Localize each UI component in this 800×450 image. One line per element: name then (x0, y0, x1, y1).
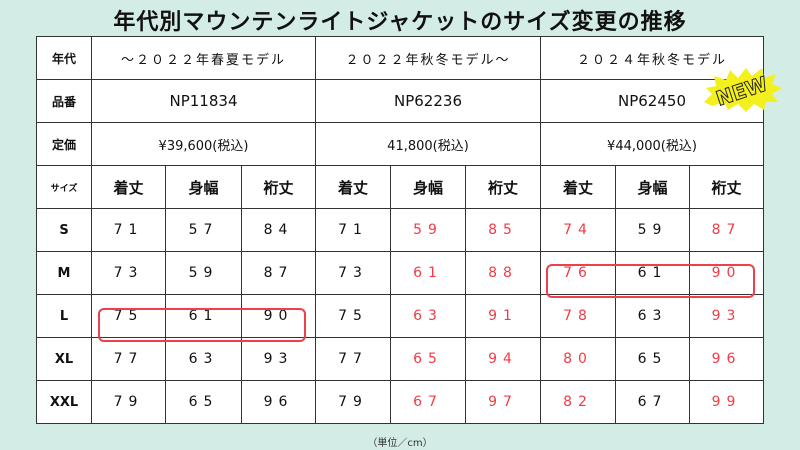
value-cell: 99 (689, 380, 764, 424)
price-1: ¥39,600(税込) (91, 122, 316, 166)
value-cell: 59 (390, 208, 466, 252)
value-cell: 63 (615, 294, 690, 338)
value-cell: 87 (241, 251, 316, 295)
value-cell: 65 (165, 380, 242, 424)
size-cell: L (36, 294, 92, 338)
era-row: 年代 ～２０２２年春夏モデル ２０２２年秋冬モデル～ ２０２４年秋冬モデル (36, 36, 764, 80)
value-cell: 75 (315, 294, 391, 338)
value-cell: 61 (390, 251, 466, 295)
value-cell: 93 (689, 294, 764, 338)
value-cell: 88 (465, 251, 541, 295)
header-length: 着丈 (315, 165, 391, 209)
value-cell: 93 (241, 337, 316, 381)
price-2: 41,800(税込) (315, 122, 541, 166)
value-cell: 80 (540, 337, 616, 381)
value-cell: 76 (540, 251, 616, 295)
table-row: L 75 61 90 75 63 91 78 63 93 (36, 294, 764, 338)
size-cell: XL (36, 337, 92, 381)
value-cell: 79 (91, 380, 166, 424)
value-cell: 71 (315, 208, 391, 252)
value-cell: 90 (241, 294, 316, 338)
value-cell: 65 (390, 337, 466, 381)
value-cell: 65 (615, 337, 690, 381)
page-title: 年代別マウンテンライトジャケットのサイズ変更の推移 (113, 10, 687, 35)
value-cell: 57 (165, 208, 242, 252)
price-3: ¥44,000(税込) (540, 122, 764, 166)
value-cell: 97 (465, 380, 541, 424)
size-cell: S (36, 208, 92, 252)
header-sleeve: 裄丈 (465, 165, 541, 209)
header-row: サイズ 着丈 身幅 裄丈 着丈 身幅 裄丈 着丈 身幅 裄丈 (36, 165, 764, 209)
value-cell: 59 (165, 251, 242, 295)
model-label: 品番 (36, 79, 92, 123)
value-cell: 63 (165, 337, 242, 381)
value-cell: 59 (615, 208, 690, 252)
value-cell: 74 (540, 208, 616, 252)
header-width: 身幅 (165, 165, 242, 209)
value-cell: 96 (241, 380, 316, 424)
header-sleeve: 裄丈 (241, 165, 316, 209)
table-row: M 73 59 87 73 61 88 76 61 90 (36, 251, 764, 295)
value-cell: 91 (465, 294, 541, 338)
price-row: 定価 ¥39,600(税込) 41,800(税込) ¥44,000(税込) (36, 122, 764, 166)
model-no-1: NP11834 (91, 79, 316, 123)
new-badge-icon: NEW (704, 68, 782, 112)
value-cell: 82 (540, 380, 616, 424)
header-width: 身幅 (615, 165, 690, 209)
size-label: サイズ (36, 165, 92, 209)
era-model-2: ２０２２年秋冬モデル～ (315, 36, 541, 80)
header-length: 着丈 (91, 165, 166, 209)
value-cell: 84 (241, 208, 316, 252)
value-cell: 78 (540, 294, 616, 338)
value-cell: 67 (390, 380, 466, 424)
size-cell: XXL (36, 380, 92, 424)
value-cell: 85 (465, 208, 541, 252)
table-row: XL 77 63 93 77 65 94 80 65 96 (36, 337, 764, 381)
model-row: 品番 NP11834 NP62236 NP62450 (36, 79, 764, 123)
model-no-2: NP62236 (315, 79, 541, 123)
header-sleeve: 裄丈 (689, 165, 764, 209)
era-label: 年代 (36, 36, 92, 80)
value-cell: 79 (315, 380, 391, 424)
value-cell: 77 (315, 337, 391, 381)
value-cell: 75 (91, 294, 166, 338)
header-length: 着丈 (540, 165, 616, 209)
value-cell: 73 (91, 251, 166, 295)
price-label: 定価 (36, 122, 92, 166)
value-cell: 87 (689, 208, 764, 252)
era-model-1: ～２０２２年春夏モデル (91, 36, 316, 80)
value-cell: 61 (165, 294, 242, 338)
value-cell: 77 (91, 337, 166, 381)
value-cell: 73 (315, 251, 391, 295)
size-table: 年代 ～２０２２年春夏モデル ２０２２年秋冬モデル～ ２０２４年秋冬モデル 品番… (36, 36, 764, 424)
value-cell: 71 (91, 208, 166, 252)
value-cell: 67 (615, 380, 690, 424)
table-row: S 71 57 84 71 59 85 74 59 87 (36, 208, 764, 252)
unit-note: （単位／cm） (367, 438, 433, 449)
value-cell: 90 (689, 251, 764, 295)
value-cell: 61 (615, 251, 690, 295)
value-cell: 63 (390, 294, 466, 338)
era-model-3: ２０２４年秋冬モデル (540, 36, 764, 80)
size-cell: M (36, 251, 92, 295)
value-cell: 94 (465, 337, 541, 381)
header-width: 身幅 (390, 165, 466, 209)
value-cell: 96 (689, 337, 764, 381)
table-row: XXL 79 65 96 79 67 97 82 67 99 (36, 380, 764, 424)
